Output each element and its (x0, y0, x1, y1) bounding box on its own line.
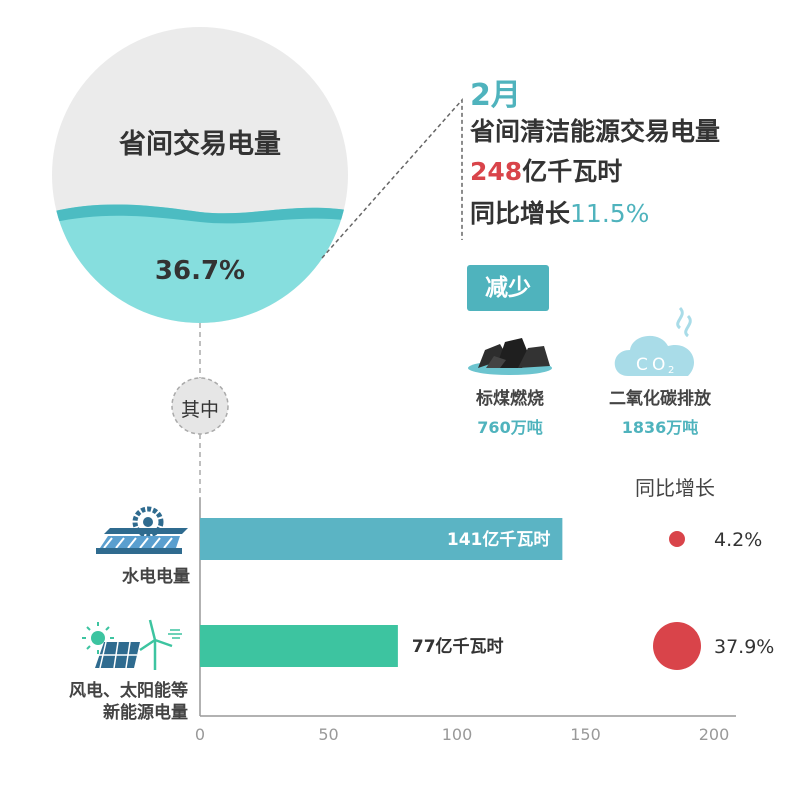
growth-label: 37.9% (714, 636, 774, 658)
x-tick-label: 150 (570, 725, 601, 744)
growth-label: 4.2% (714, 529, 762, 551)
category-label-wind-line2: 新能源电量 (103, 703, 188, 723)
headline-amount: 248亿千瓦时 (470, 152, 622, 188)
bar-value-label: 141亿千瓦时 (447, 529, 551, 550)
headline-growth-value: 11.5% (570, 199, 650, 228)
x-tick-label: 50 (318, 725, 338, 744)
headline-growth-prefix: 同比增长 (470, 199, 571, 228)
coal-value: 760万吨 (477, 418, 543, 437)
headline-growth: 同比增长11.5% (470, 194, 649, 230)
headline-title: 省间清洁能源交易电量 (470, 117, 721, 146)
co2-cloud-icon: C O 2 (614, 306, 695, 376)
bar-chart: 0 50 100 150 200 141亿千瓦时 4.2% 77亿千瓦时 37.9% (195, 498, 774, 744)
bar-value-label: 77亿千瓦时 (412, 636, 504, 657)
co2-name: 二氧化碳排放 (609, 389, 711, 409)
reduction-badge: 减少 (467, 265, 549, 311)
coal-icon (468, 338, 552, 375)
bar (200, 518, 563, 560)
x-tick-label: 100 (442, 725, 473, 744)
circle-percent: 36.7% (154, 256, 246, 286)
growth-bubble (653, 622, 701, 670)
x-tick-label: 200 (699, 725, 730, 744)
category-label-hydro: 水电电量 (122, 567, 190, 587)
connector-line-headline (321, 98, 463, 259)
svg-text:C: C (636, 355, 648, 375)
share-water-wave (52, 204, 348, 226)
co2-value: 1836万吨 (621, 418, 699, 437)
headline-amount-number: 248 (470, 157, 523, 186)
category-label-wind-line1: 风电、太阳能等 (69, 681, 188, 701)
circle-label: 省间交易电量 (119, 129, 281, 160)
growth-title: 同比增长 (635, 476, 715, 500)
svg-text:2: 2 (668, 365, 674, 376)
coal-name: 标煤燃烧 (476, 389, 544, 409)
x-tick-label: 0 (195, 725, 205, 744)
svg-text:O: O (652, 355, 665, 375)
bar (200, 625, 398, 667)
headline-month: 2月 (470, 78, 521, 113)
headline-amount-unit: 亿千瓦时 (522, 157, 623, 186)
connector-label: 其中 (180, 399, 219, 421)
growth-bubble (669, 531, 685, 547)
hydro-icon (96, 506, 188, 554)
wind-solar-icon (82, 619, 182, 670)
